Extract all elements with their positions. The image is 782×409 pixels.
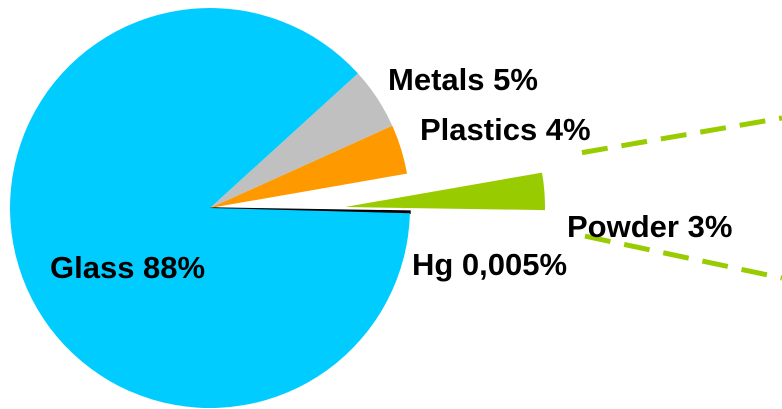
- callout-line-upper: [582, 118, 782, 153]
- slice-label-glass: Glass 88%: [50, 250, 205, 285]
- slice-glass: [10, 8, 410, 408]
- slice-label-metals: Metals 5%: [388, 62, 538, 97]
- powder-callout-lines: [582, 118, 782, 278]
- slice-label-hg: Hg 0,005%: [412, 247, 567, 282]
- slice-label-plastics: Plastics 4%: [420, 112, 591, 147]
- slice-label-powder: Powder 3%: [567, 209, 732, 244]
